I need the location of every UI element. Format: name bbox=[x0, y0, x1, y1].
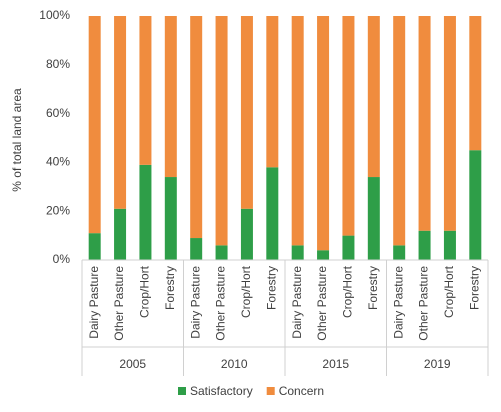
x-tick-label: Forestry bbox=[163, 266, 177, 310]
bar-segment bbox=[342, 16, 355, 236]
legend-label: Concern bbox=[279, 384, 324, 398]
group-label: 2015 bbox=[322, 357, 349, 371]
x-tick-label: Crop/Hort bbox=[138, 265, 152, 318]
bar-segment bbox=[393, 245, 406, 260]
x-tick-label: Forestry bbox=[467, 266, 481, 310]
group-label: 2019 bbox=[424, 357, 451, 371]
y-tick-label: 0% bbox=[53, 252, 71, 266]
x-tick-label: Crop/Hort bbox=[442, 265, 456, 318]
legend-label: Satisfactory bbox=[190, 384, 253, 398]
bar-segment bbox=[443, 16, 456, 231]
x-tick-label: Crop/Hort bbox=[341, 265, 355, 318]
bar-segment bbox=[469, 16, 482, 151]
bar-segment bbox=[240, 208, 253, 260]
bar-segment bbox=[240, 16, 253, 209]
x-tick-label: Forestry bbox=[366, 266, 380, 310]
group-label: 2005 bbox=[119, 357, 146, 371]
bar-segment bbox=[469, 150, 482, 260]
bar-segment bbox=[114, 208, 127, 260]
bar-segment bbox=[88, 16, 101, 234]
bar-segment bbox=[291, 16, 304, 246]
bar-segment bbox=[190, 238, 203, 260]
x-tick-label: Other Pasture bbox=[214, 266, 228, 341]
bar-segment bbox=[139, 164, 152, 260]
y-tick-label: 40% bbox=[46, 155, 70, 169]
y-axis-title: % of total land area bbox=[10, 88, 24, 192]
bar-segment bbox=[215, 245, 228, 260]
bar-segment bbox=[88, 233, 101, 260]
x-tick-label: Dairy Pasture bbox=[87, 266, 101, 339]
x-tick-label: Forestry bbox=[264, 266, 278, 310]
bar-segment bbox=[291, 245, 304, 260]
legend-swatch bbox=[178, 387, 186, 395]
x-tick-label: Other Pasture bbox=[417, 266, 431, 341]
x-tick-label: Dairy Pasture bbox=[391, 266, 405, 339]
y-tick-label: 60% bbox=[46, 106, 70, 120]
bar-segment bbox=[164, 16, 177, 178]
bar-segment bbox=[342, 235, 355, 260]
x-tick-label: Crop/Hort bbox=[239, 265, 253, 318]
y-tick-label: 100% bbox=[39, 8, 70, 22]
bar-segment bbox=[443, 230, 456, 260]
group-label: 2010 bbox=[221, 357, 248, 371]
bar-segment bbox=[418, 16, 431, 231]
bar-segment bbox=[317, 250, 330, 260]
bar-segment bbox=[266, 16, 279, 168]
bar-segment bbox=[164, 177, 177, 260]
bar-segment bbox=[114, 16, 127, 209]
bar-segment bbox=[367, 16, 380, 178]
legend-swatch bbox=[266, 387, 275, 395]
bar-segment bbox=[266, 167, 279, 260]
y-tick-label: 80% bbox=[46, 57, 70, 71]
bar-segment bbox=[367, 177, 380, 260]
bar-segment bbox=[190, 16, 203, 239]
bar-segment bbox=[393, 16, 406, 246]
bar-segment bbox=[418, 230, 431, 260]
x-tick-label: Other Pasture bbox=[112, 266, 126, 341]
bar-segment bbox=[139, 16, 152, 165]
x-tick-label: Other Pasture bbox=[315, 266, 329, 341]
x-tick-label: Dairy Pasture bbox=[290, 266, 304, 339]
x-tick-label: Dairy Pasture bbox=[188, 266, 202, 339]
bar-segment bbox=[317, 16, 330, 251]
y-tick-label: 20% bbox=[46, 203, 70, 217]
bar-segment bbox=[215, 16, 228, 246]
